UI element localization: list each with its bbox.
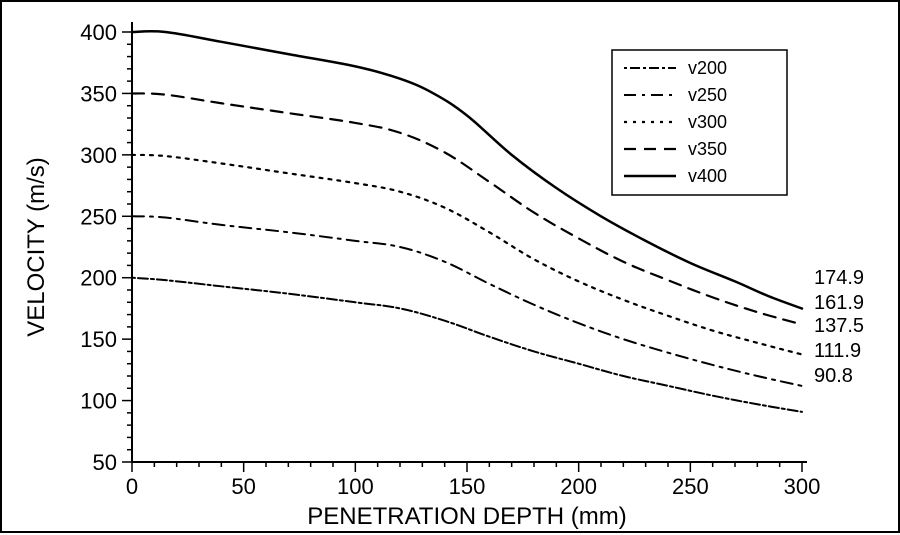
chart-container: 0 50 100 150 200 250 300 50 100 150 200 250 300 350 40… xyxy=(0,0,900,533)
end-label-v350: 161.9 xyxy=(814,292,864,314)
legend-label-v400: v400 xyxy=(688,166,727,186)
legend-label-v250: v250 xyxy=(688,85,727,105)
x-tick-label: 150 xyxy=(449,474,486,499)
x-tick-label: 50 xyxy=(231,474,255,499)
series-v200 xyxy=(132,278,802,412)
y-tick-label: 350 xyxy=(80,81,117,106)
y-tick-label: 400 xyxy=(80,20,117,45)
y-axis-title: VELOCITY (m/s) xyxy=(23,157,50,337)
y-tick-label: 250 xyxy=(80,204,117,229)
y-tick-label: 200 xyxy=(80,266,117,291)
velocity-chart: 0 50 100 150 200 250 300 50 100 150 200 250 300 350 40… xyxy=(2,2,900,535)
y-tick-label: 100 xyxy=(80,389,117,414)
end-label-v300: 137.5 xyxy=(814,315,864,337)
x-axis-title: PENETRATION DEPTH (mm) xyxy=(307,503,627,530)
legend-label-v300: v300 xyxy=(688,112,727,132)
end-label-v400: 174.9 xyxy=(814,267,864,289)
x-tick-label: 200 xyxy=(560,474,597,499)
end-label-v250: 111.9 xyxy=(814,340,861,362)
series-v250 xyxy=(132,216,802,386)
x-tick-label: 0 xyxy=(126,474,138,499)
x-tick-label: 250 xyxy=(672,474,709,499)
legend-label-v200: v200 xyxy=(688,58,727,78)
legend-label-v350: v350 xyxy=(688,139,727,159)
y-tick-label: 150 xyxy=(80,327,117,352)
y-tick-label: 50 xyxy=(93,450,117,475)
y-tick-label: 300 xyxy=(80,143,117,168)
x-tick-label: 100 xyxy=(337,474,374,499)
end-label-v200: 90.8 xyxy=(814,365,853,387)
x-tick-label: 300 xyxy=(784,474,821,499)
